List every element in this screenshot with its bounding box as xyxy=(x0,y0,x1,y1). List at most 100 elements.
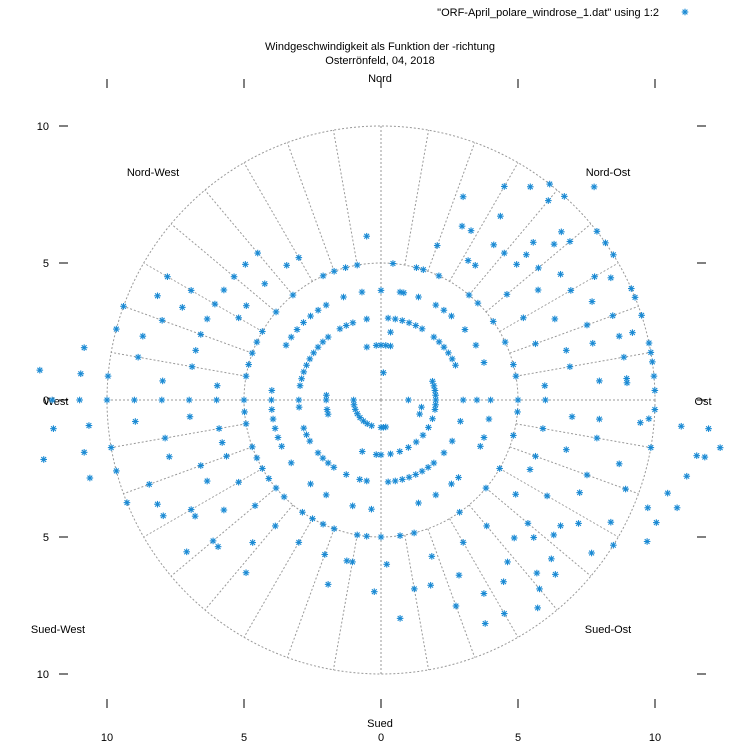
data-point xyxy=(295,539,303,546)
data-point xyxy=(523,251,530,258)
data-point xyxy=(356,476,364,483)
data-point xyxy=(550,531,558,539)
data-point xyxy=(588,549,595,557)
data-point xyxy=(503,291,511,298)
data-point xyxy=(107,444,115,451)
data-point xyxy=(321,551,329,558)
data-point xyxy=(431,387,439,394)
data-point xyxy=(298,375,305,383)
data-point xyxy=(487,396,494,404)
data-point xyxy=(322,301,330,309)
data-point xyxy=(307,312,314,320)
data-point xyxy=(562,347,570,354)
data-point xyxy=(387,450,394,458)
data-point xyxy=(534,604,541,612)
data-point xyxy=(261,280,269,288)
data-point xyxy=(368,505,375,513)
x-tick-label: 0 xyxy=(378,732,384,744)
data-point xyxy=(566,363,574,370)
grid-spoke xyxy=(404,130,430,266)
data-point xyxy=(253,338,261,346)
data-point xyxy=(452,602,460,610)
data-point xyxy=(567,287,575,294)
data-point xyxy=(300,424,308,432)
data-point xyxy=(455,474,462,481)
data-point xyxy=(139,332,147,340)
data-point xyxy=(398,317,406,324)
data-point xyxy=(513,261,520,268)
data-point xyxy=(323,391,330,399)
data-point xyxy=(309,515,316,522)
data-point xyxy=(418,403,425,411)
data-point xyxy=(607,518,615,526)
data-point xyxy=(154,500,161,508)
data-point xyxy=(607,274,615,282)
data-point xyxy=(542,396,549,404)
data-point xyxy=(220,286,228,294)
data-points xyxy=(36,180,724,627)
data-point xyxy=(496,465,503,472)
data-point xyxy=(533,569,541,577)
grid-spoke xyxy=(123,446,253,495)
data-point xyxy=(248,349,256,357)
axis-ticks: 10 5 0 5 10 10 5 0 5 10 xyxy=(37,79,706,744)
grid-spoke xyxy=(485,487,592,577)
data-point xyxy=(134,353,142,361)
data-point xyxy=(319,520,327,528)
data-point xyxy=(427,581,434,589)
data-point xyxy=(430,459,438,467)
data-point xyxy=(448,355,456,363)
data-point xyxy=(310,349,317,357)
data-point xyxy=(413,264,420,271)
grid-spoke xyxy=(468,504,558,611)
data-point xyxy=(510,361,517,368)
data-point xyxy=(203,315,211,323)
grid-spoke xyxy=(143,262,263,332)
data-point xyxy=(480,359,488,366)
data-point xyxy=(536,585,543,593)
data-point xyxy=(336,325,344,333)
data-point xyxy=(249,539,256,546)
data-point xyxy=(145,481,153,488)
data-point xyxy=(272,308,280,316)
data-point xyxy=(396,448,404,455)
data-point xyxy=(424,464,432,471)
data-point xyxy=(490,241,498,249)
grid-spoke xyxy=(449,162,519,282)
data-point xyxy=(418,325,426,333)
data-point xyxy=(384,314,392,322)
data-point xyxy=(272,522,279,530)
data-point xyxy=(353,261,361,269)
data-point xyxy=(583,321,591,329)
x-tick-label: 5 xyxy=(515,732,521,744)
data-point xyxy=(467,227,475,234)
grid-spoke xyxy=(111,423,247,449)
data-point xyxy=(159,377,166,385)
grid-spoke xyxy=(427,142,476,272)
data-point xyxy=(158,317,166,324)
data-point xyxy=(306,355,314,363)
data-point xyxy=(610,541,617,549)
data-point xyxy=(391,477,399,485)
data-point xyxy=(615,460,623,468)
data-point xyxy=(535,264,542,272)
data-point xyxy=(448,437,456,445)
data-point xyxy=(472,341,480,349)
data-point xyxy=(457,417,464,425)
data-point xyxy=(477,443,484,450)
data-point xyxy=(80,344,88,351)
data-point xyxy=(248,443,256,451)
data-point xyxy=(154,292,161,300)
data-point xyxy=(551,315,559,323)
data-point xyxy=(481,620,489,627)
data-point xyxy=(396,532,404,539)
direction-label-north: Nord xyxy=(368,73,392,85)
data-point xyxy=(259,328,266,335)
data-point xyxy=(186,413,194,421)
grid-spoke xyxy=(404,534,430,670)
data-point xyxy=(701,453,709,461)
data-point xyxy=(405,473,413,481)
data-point xyxy=(363,232,370,240)
data-point xyxy=(353,531,361,539)
data-point xyxy=(410,529,418,537)
